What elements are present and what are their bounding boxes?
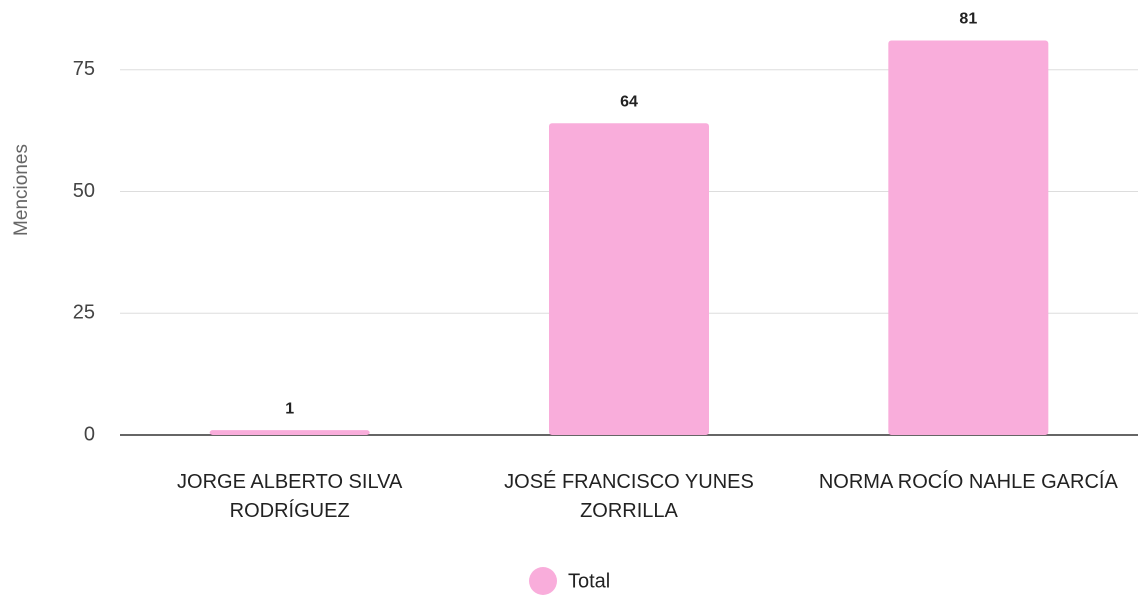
x-tick-label: JOSÉ FRANCISCO YUNES ZORRILLA	[504, 471, 754, 522]
data-label: 64	[620, 94, 638, 111]
x-tick-label: NORMA ROCÍO NAHLE GARCÍA	[818, 471, 1118, 493]
y-axis-label: Menciones	[11, 144, 32, 236]
data-label: 81	[959, 11, 977, 28]
data-label: 1	[285, 400, 294, 417]
bar	[209, 430, 370, 435]
y-tick-label: 0	[84, 423, 95, 445]
y-tick-label: 75	[73, 58, 95, 80]
y-tick-label: 25	[73, 302, 95, 324]
legend-swatch	[529, 567, 557, 595]
x-tick-label: JORGE ALBERTO SILVA RODRÍGUEZ	[177, 471, 403, 522]
bar	[549, 123, 709, 436]
bar	[888, 40, 1049, 435]
legend-label: Total	[568, 570, 610, 592]
y-tick-label: 50	[73, 180, 95, 202]
